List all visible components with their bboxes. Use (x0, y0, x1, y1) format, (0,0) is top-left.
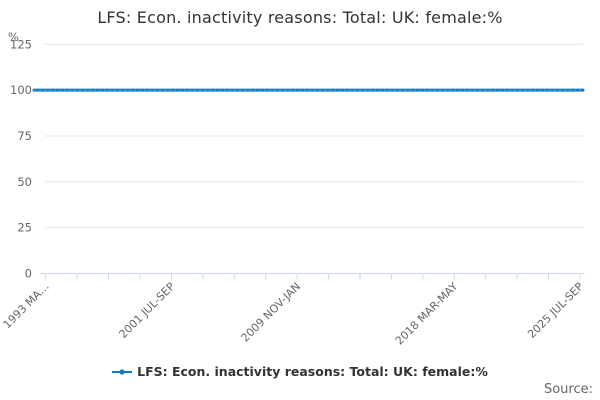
x-tick-label: 2025 JUL-SEP (525, 280, 586, 341)
x-tick-label: 2009 NOV-JAN (239, 280, 304, 345)
y-tick-label: 75 (17, 129, 32, 143)
legend-line-marker-icon (112, 368, 133, 375)
x-tick-label: 2001 JUL-SEP (117, 280, 178, 341)
y-tick-label: 125 (10, 37, 32, 51)
legend-item[interactable]: LFS: Econ. inactivity reasons: Total: UK… (112, 364, 488, 379)
y-tick-label: 100 (10, 83, 32, 97)
x-tick-label: 2018 MAR-MAY (393, 280, 461, 348)
y-tick-label: 50 (17, 175, 32, 189)
source-label: Source: (543, 382, 593, 397)
y-tick-label: 25 (17, 221, 32, 235)
legend-label: LFS: Econ. inactivity reasons: Total: UK… (137, 364, 488, 379)
legend: LFS: Econ. inactivity reasons: Total: UK… (0, 364, 600, 379)
chart-svg: % 0 25 50 75 100 125 1993 MA… 2001 JUL-SEP 2009 … (1, 30, 587, 348)
x-tick-label: 1993 MA… (1, 280, 52, 331)
y-tick-label: 0 (25, 267, 32, 281)
y-axis-unit-label: % (8, 30, 19, 44)
chart-title: LFS: Econ. inactivity reasons: Total: UK… (97, 8, 503, 27)
